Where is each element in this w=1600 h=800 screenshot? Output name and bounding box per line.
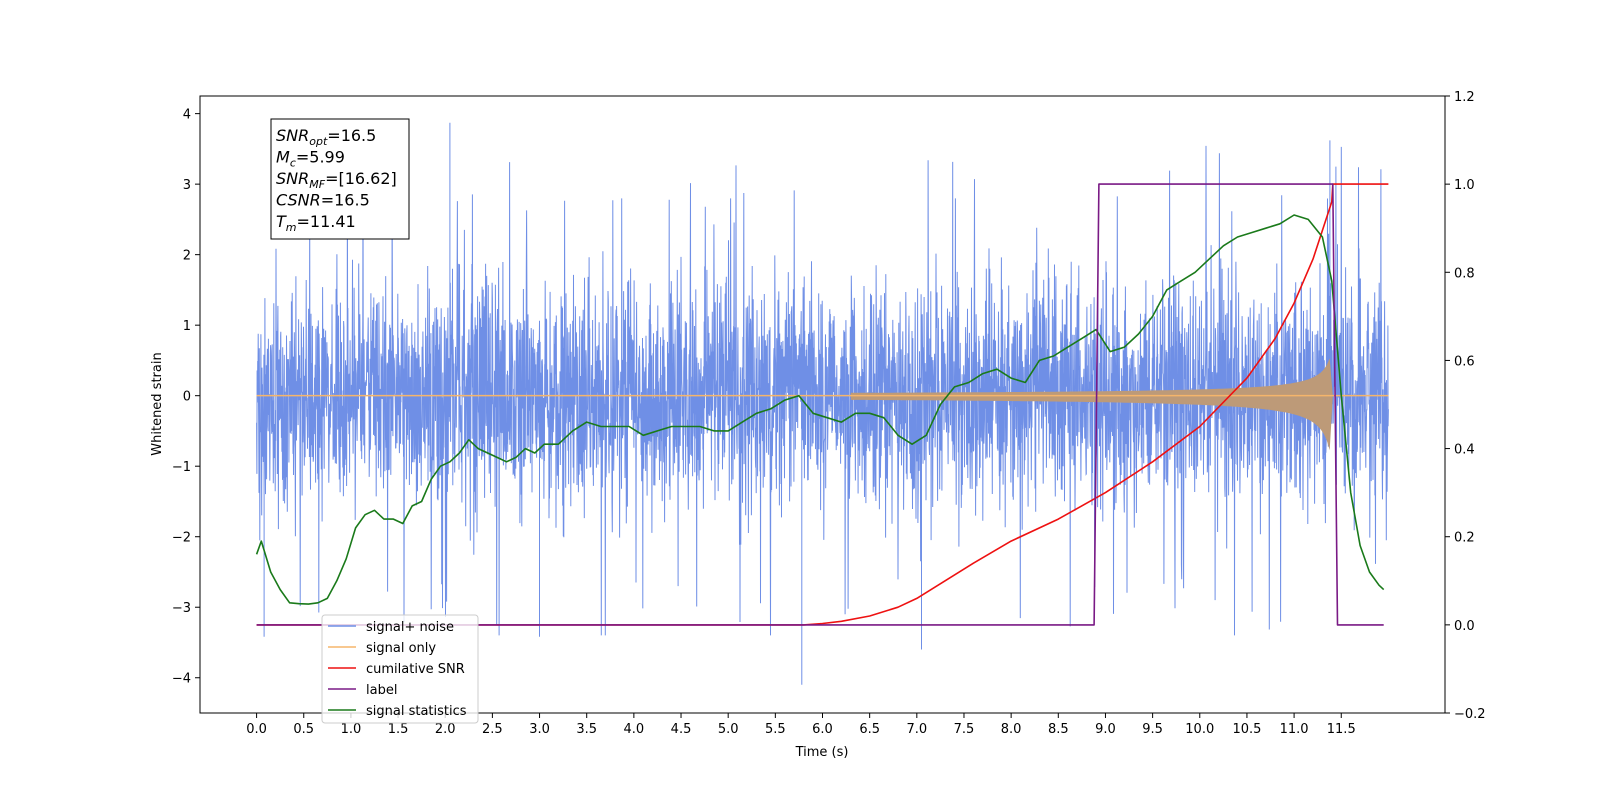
x-tick-label: 9.0 [1095,722,1116,737]
x-tick-label: 0.0 [246,722,267,737]
y-tick-label: −3 [172,601,191,616]
y-tick-label: 2 [183,249,191,264]
x-tick-label: 4.5 [671,722,692,737]
annotation-line: SNRopt=16.5 [276,126,376,148]
x-tick-label: 7.0 [906,722,927,737]
y2-tick-label: 0.2 [1454,531,1475,546]
y2-tick-label: 0.0 [1454,619,1475,634]
x-tick-label: 0.5 [293,722,314,737]
y-tick-label: −1 [172,460,191,475]
x-tick-label: 1.0 [341,722,362,737]
y2-tick-label: −0.2 [1454,707,1486,722]
y-tick-label: −4 [172,672,191,687]
y-tick-label: −2 [172,531,191,546]
series-signal-plus-noise [256,122,1389,685]
y2-tick-label: 0.8 [1454,266,1475,281]
x-tick-label: 11.0 [1280,722,1309,737]
y-tick-label: 1 [183,319,191,334]
x-tick-label: 8.5 [1048,722,1069,737]
legend-label: signal only [366,641,436,656]
x-axis-label: Time (s) [795,745,849,760]
annotation-line: SNRMF=[16.62] [276,169,397,191]
annotation-line: Mc=5.99 [276,148,345,170]
x-tick-label: 2.0 [435,722,456,737]
x-tick-label: 1.5 [388,722,409,737]
legend-label: signal+ noise [366,620,454,635]
annotation-box: SNRopt=16.5Mc=5.99SNRMF=[16.62]CSNR=16.5… [270,118,410,240]
x-tick-label: 6.5 [859,722,880,737]
series-cumilative-snr [256,183,1389,626]
x-tick-label: 11.5 [1327,722,1356,737]
x-tick-label: 4.0 [624,722,645,737]
legend-frame [321,614,479,724]
legend-label: signal statistics [366,704,467,719]
x-tick-label: 10.5 [1232,722,1261,737]
x-tick-label: 8.0 [1001,722,1022,737]
y2-tick-label: 0.4 [1454,443,1475,458]
x-tick-label: 2.5 [482,722,503,737]
series-signal-only-envelope [850,358,1335,530]
annotation-frame [270,118,410,240]
y2-tick-label: 0.6 [1454,354,1475,369]
legend-label: cumilative SNR [366,662,465,677]
annotation-line: CSNR=16.5 [276,191,370,210]
x-tick-label: 5.5 [765,722,786,737]
series-signal-statistics [255,214,1385,605]
x-tick-label: 10.0 [1185,722,1214,737]
legend-label: label [366,683,397,698]
series-label [256,183,1384,626]
x-tick-label: 7.5 [954,722,975,737]
y-tick-label: 3 [183,178,191,193]
y2-tick-label: 1.0 [1454,178,1475,193]
x-tick-label: 3.0 [529,722,550,737]
y-tick-label: 4 [183,108,191,123]
annotation-line: Tm=11.41 [276,212,356,234]
y-axis-label: Whitened strain [150,352,165,455]
y2-tick-label: 1.2 [1454,90,1475,105]
y-tick-label: 0 [183,390,191,405]
x-tick-label: 9.5 [1142,722,1163,737]
legend: signal+ noise signal only cumilative SNR la… [321,614,479,724]
x-tick-label: 5.0 [718,722,739,737]
x-tick-label: 3.5 [576,722,597,737]
x-tick-label: 6.0 [812,722,833,737]
